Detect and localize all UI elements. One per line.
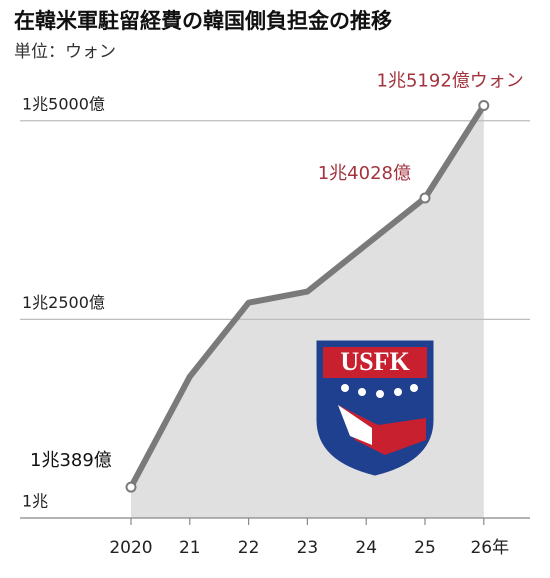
chart-title: 在韓米軍駐留経費の韓国側負担金の推移 (14, 9, 392, 33)
point (125, 481, 137, 493)
x-tick-label: 22 (238, 538, 260, 558)
logo-stars (341, 384, 418, 398)
area (131, 105, 484, 518)
point (478, 99, 490, 111)
y-tick-label: 1兆2500億 (22, 293, 105, 312)
x-tick-label: 25 (414, 538, 436, 558)
logo-text: USFK (340, 347, 410, 376)
value-label: 1兆389億 (30, 450, 112, 471)
x-tick-label: 2020 (109, 538, 152, 558)
value-label: 1兆4028億 (318, 163, 411, 184)
x-tick-label: 23 (297, 538, 319, 558)
x-tick-label: 21 (179, 538, 201, 558)
logo-eagle (338, 405, 372, 445)
chart-subtitle: 単位：ウォン (14, 42, 116, 62)
value-label: 1兆5192億ウォン (377, 70, 524, 91)
plot-area: 1兆 1兆2500億 1兆5000億 1兆389億 1兆4028億 1兆5192億ウォン 2… (20, 70, 530, 558)
y-tick-label: 1兆 (22, 492, 48, 511)
point (419, 192, 431, 204)
logo-wing (338, 405, 426, 455)
x-tick-label: 26年 (470, 538, 509, 558)
x-tick-label: 24 (355, 538, 377, 558)
logo-band (323, 347, 427, 378)
usfk-logo: USFK (316, 340, 434, 476)
y-tick-label: 1兆5000億 (22, 94, 105, 113)
